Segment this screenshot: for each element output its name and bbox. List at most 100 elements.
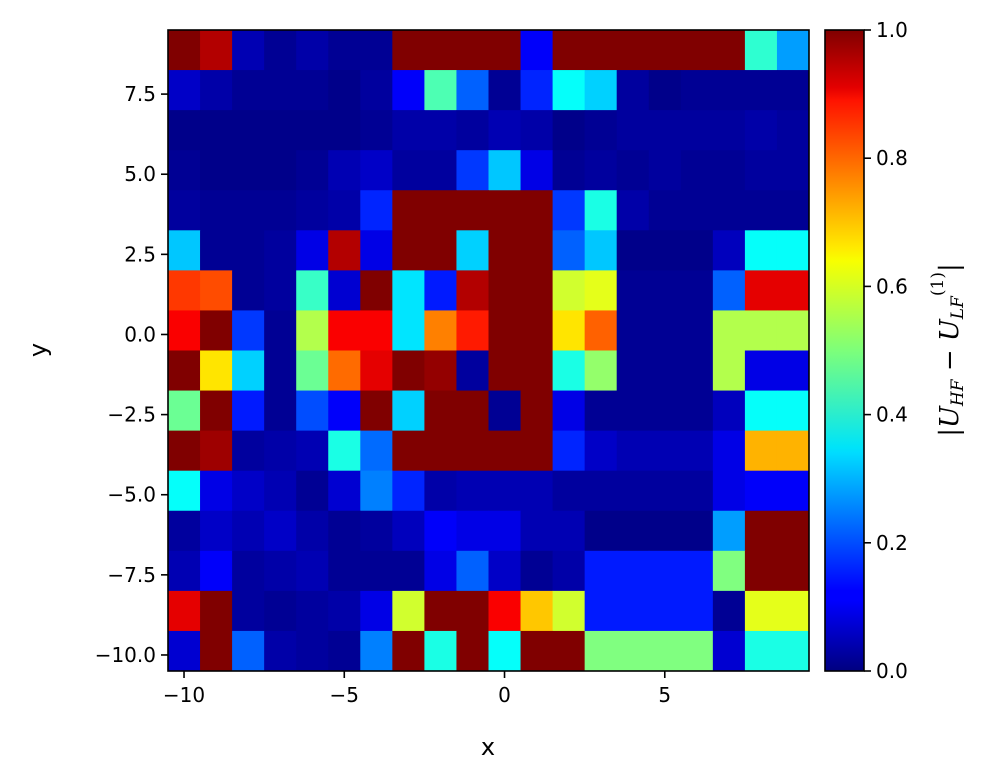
heatmap-cell: [200, 110, 233, 151]
heatmap-cell: [648, 430, 682, 472]
heatmap-cell: [296, 430, 329, 472]
heatmap-cell: [680, 310, 714, 351]
heatmap-cell: [392, 230, 425, 271]
heatmap-cell: [264, 310, 297, 351]
heatmap-cell: [488, 390, 522, 432]
heatmap-cell: [456, 390, 489, 432]
heatmap-cell: [200, 470, 233, 512]
heatmap-cell: [264, 390, 297, 432]
heatmap-cell: [168, 630, 201, 672]
heatmap-cell: [648, 550, 682, 592]
heatmap-cell: [776, 550, 810, 592]
y-axis-label: y: [24, 343, 52, 357]
heatmap-cell: [520, 430, 554, 472]
heatmap-cell: [360, 630, 393, 672]
heatmap-cell: [360, 150, 393, 191]
heatmap-cell: [232, 110, 265, 151]
heatmap-cell: [456, 30, 489, 71]
heatmap-cell: [392, 310, 425, 351]
heatmap-cell: [200, 630, 233, 672]
heatmap-cell: [296, 30, 329, 71]
heatmap-cell: [552, 550, 586, 592]
heatmap-cell: [776, 470, 810, 512]
heatmap-cell: [520, 550, 554, 592]
heatmap-cell: [424, 150, 457, 191]
heatmap-cell: [648, 270, 682, 311]
heatmap-cell: [168, 590, 201, 632]
heatmap-cell: [264, 470, 297, 512]
heatmap-cell: [488, 110, 522, 151]
heatmap-cell: [552, 470, 586, 512]
heatmap-cell: [296, 550, 329, 592]
heatmap-cell: [296, 190, 329, 231]
heatmap-cell: [296, 390, 329, 432]
heatmap-cell: [392, 30, 425, 71]
heatmap-cell: [200, 70, 233, 111]
heatmap-cell: [584, 150, 618, 191]
heatmap-cell: [584, 630, 618, 672]
heatmap-cell: [712, 190, 746, 231]
heatmap-cell: [744, 310, 778, 351]
heatmap-cell: [456, 230, 489, 271]
heatmap-cell: [456, 550, 489, 592]
heatmap-cell: [520, 190, 554, 231]
heatmap-cell: [616, 30, 650, 71]
heatmap-cell: [456, 430, 489, 472]
heatmap-cell: [584, 510, 618, 552]
heatmap-cell: [328, 430, 361, 472]
heatmap-cell: [232, 430, 265, 472]
heatmap-cell: [744, 350, 778, 392]
heatmap-cell: [264, 190, 297, 231]
heatmap-cell: [488, 510, 522, 552]
heatmap-cell: [488, 430, 522, 472]
heatmap-cell: [392, 510, 425, 552]
heatmap-cell: [584, 310, 618, 351]
heatmap-cell: [488, 70, 522, 111]
colorbar-tick-label: 0.0: [876, 659, 908, 683]
heatmap-cell: [552, 70, 586, 111]
heatmap-cell: [328, 70, 361, 111]
heatmap-cell: [200, 230, 233, 271]
heatmap-cell: [680, 550, 714, 592]
heatmap-cell: [360, 510, 393, 552]
heatmap-cell: [680, 150, 714, 191]
heatmap-cell: [776, 350, 810, 392]
heatmap-cell: [200, 550, 233, 592]
x-tick-label: 0: [498, 683, 511, 707]
heatmap-cell: [328, 190, 361, 231]
heatmap-cell: [360, 230, 393, 271]
heatmap-cell: [584, 590, 618, 632]
heatmap-cell: [200, 430, 233, 472]
heatmap-cell: [584, 550, 618, 592]
heatmap-cell: [776, 510, 810, 552]
heatmap-cell: [264, 270, 297, 311]
heatmap-cell: [200, 310, 233, 351]
colorbar-label-sup: (1): [928, 272, 948, 296]
heatmap-cell: [456, 270, 489, 311]
heatmap-cell: [264, 110, 297, 151]
colorbar-tick-label: 0.4: [876, 403, 908, 427]
heatmap-cell: [392, 70, 425, 111]
heatmap-cell: [328, 350, 361, 392]
heatmap-cell: [552, 230, 586, 271]
heatmap-cell: [584, 70, 618, 111]
heatmap-cell: [360, 70, 393, 111]
heatmap-cell: [552, 30, 586, 71]
heatmap-cell: [712, 470, 746, 512]
heatmap-cell: [488, 590, 522, 632]
y-tick-label: 7.5: [124, 82, 156, 106]
colorbar-label: |UHF − ULF(1)|: [928, 263, 968, 437]
heatmap-cell: [456, 590, 489, 632]
heatmap-cell: [520, 150, 554, 191]
heatmap-cell: [232, 270, 265, 311]
heatmap-cell: [616, 230, 650, 271]
heatmap-cell: [296, 150, 329, 191]
heatmap-cell: [456, 110, 489, 151]
heatmap-cell: [520, 630, 554, 672]
heatmap-cell: [424, 390, 457, 432]
heatmap-cell: [232, 550, 265, 592]
heatmap-cell: [744, 390, 778, 432]
heatmap-cell: [712, 70, 746, 111]
heatmap-cell: [488, 630, 522, 672]
